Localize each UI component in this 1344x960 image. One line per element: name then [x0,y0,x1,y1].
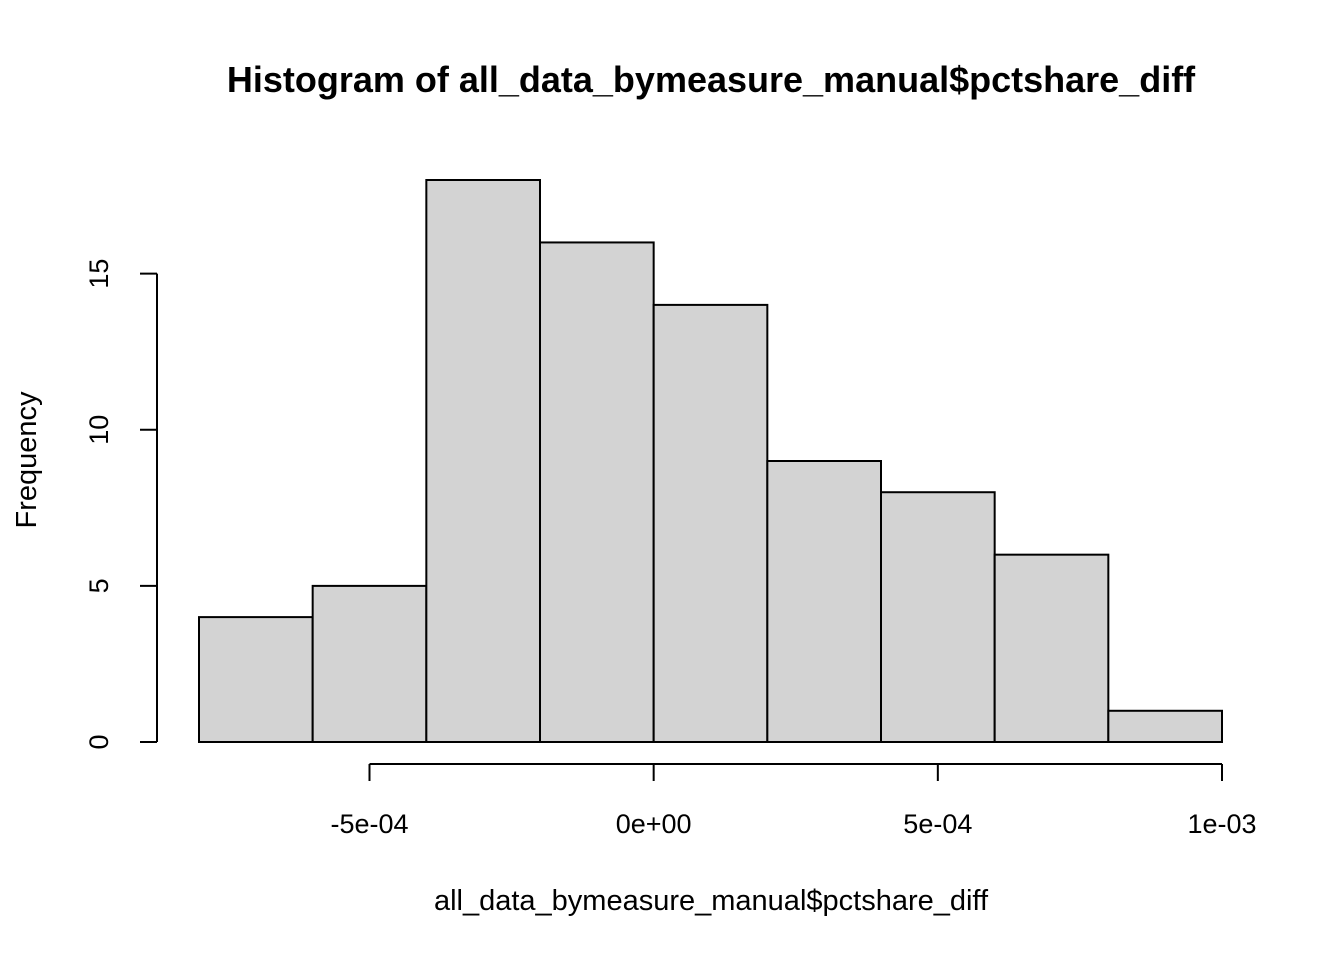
y-axis-label: Frequency [11,391,43,529]
x-axis: -5e-04 0e+00 5e-04 1e-03 [330,763,1257,839]
y-tick-label: 5 [84,578,114,593]
chart-title: Histogram of all_data_bymeasure_manual$p… [227,59,1196,100]
histogram-bar-5 [766,460,882,743]
histogram-bar-1 [311,584,428,744]
histogram-bar-6 [880,491,996,743]
y-tick-label: 0 [84,734,114,749]
x-tick-label: -5e-04 [330,809,408,839]
histogram-bar-3 [539,241,655,743]
x-tick-label: 0e+00 [616,809,692,839]
histogram-bar-8 [1107,709,1224,743]
x-tick-label: 1e-03 [1187,809,1256,839]
histogram-bar-0 [198,616,314,743]
y-axis: 0 5 10 15 [84,259,158,750]
y-tick-label: 15 [84,259,114,289]
bars-group [198,179,1224,744]
histogram-bar-2 [425,179,542,743]
y-tick-label: 10 [84,415,114,445]
histogram-bar-7 [993,553,1110,744]
histogram-bar-4 [652,303,769,743]
x-axis-label: all_data_bymeasure_manual$pctshare_diff [434,885,989,917]
x-tick-label: 5e-04 [903,809,972,839]
